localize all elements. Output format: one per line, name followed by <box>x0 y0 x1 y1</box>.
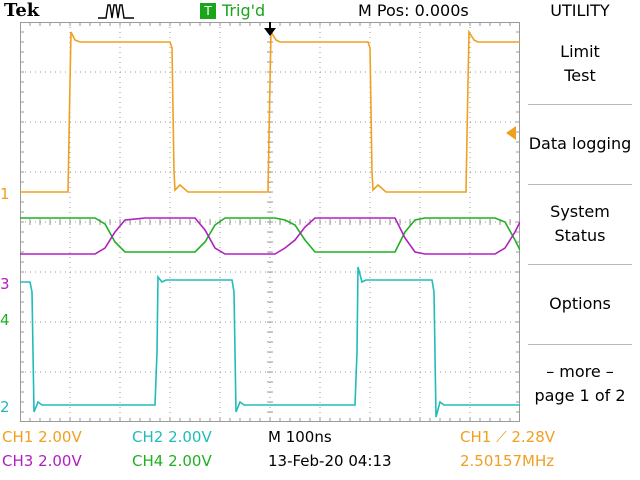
ch4-scale-readout: CH4 2.00V <box>132 452 212 470</box>
menu-divider <box>528 184 632 185</box>
ch2-waveform <box>20 266 520 418</box>
trigger-position-icon <box>264 28 276 36</box>
menu-divider <box>528 264 632 265</box>
ch4-marker: 4 <box>0 311 10 329</box>
menu-item-label: Test <box>564 66 596 85</box>
menu-item-label: Limit <box>560 42 600 61</box>
menu-item-options[interactable]: Options <box>520 292 640 316</box>
horizontal-position: M Pos: 0.000s <box>358 1 469 20</box>
timebase-readout: M 100ns <box>268 428 332 446</box>
menu-title: UTILITY <box>550 1 610 20</box>
trigger-status-text: Trig'd <box>222 1 266 20</box>
trigger-status: T Trig'd <box>200 0 265 22</box>
ch1-marker: 1 <box>0 185 10 203</box>
menu-item-label: – more – <box>546 362 614 381</box>
frequency-readout: 2.50157MHz <box>460 452 555 470</box>
menu-item-label: System <box>550 202 610 221</box>
menu-item-label: Data logging <box>528 134 632 153</box>
pulse-icon <box>98 4 134 19</box>
ch3-waveform <box>20 217 520 255</box>
ch4-waveform <box>20 217 520 253</box>
menu-divider <box>528 104 632 105</box>
ch3-scale-readout: CH3 2.00V <box>2 452 82 470</box>
ch2-scale-readout: CH2 2.00V <box>132 428 212 446</box>
menu-item-data-logging[interactable]: Data logging <box>520 132 640 156</box>
menu-item-more[interactable]: – more – page 1 of 2 <box>520 360 640 408</box>
ch3-marker: 3 <box>0 275 10 293</box>
ch1-scale-readout: CH1 2.00V <box>2 428 82 446</box>
ch2-marker: 2 <box>0 398 10 416</box>
utility-menu: Limit Test Data logging System Status Op… <box>520 22 640 422</box>
datetime-readout: 13-Feb-20 04:13 <box>268 452 392 470</box>
menu-item-label: page 1 of 2 <box>534 386 626 405</box>
trigger-level-readout: CH1 ⟋ 2.28V <box>460 428 555 446</box>
menu-item-limit-test[interactable]: Limit Test <box>520 40 640 88</box>
graticule <box>20 22 520 422</box>
menu-item-label: Status <box>554 226 606 245</box>
menu-item-system-status[interactable]: System Status <box>520 200 640 248</box>
menu-divider <box>528 344 632 345</box>
brand-logo: Tek <box>4 0 40 21</box>
menu-item-label: Options <box>549 294 611 313</box>
menu-selection-arrow-icon <box>506 126 516 140</box>
trigger-badge: T <box>200 3 216 19</box>
